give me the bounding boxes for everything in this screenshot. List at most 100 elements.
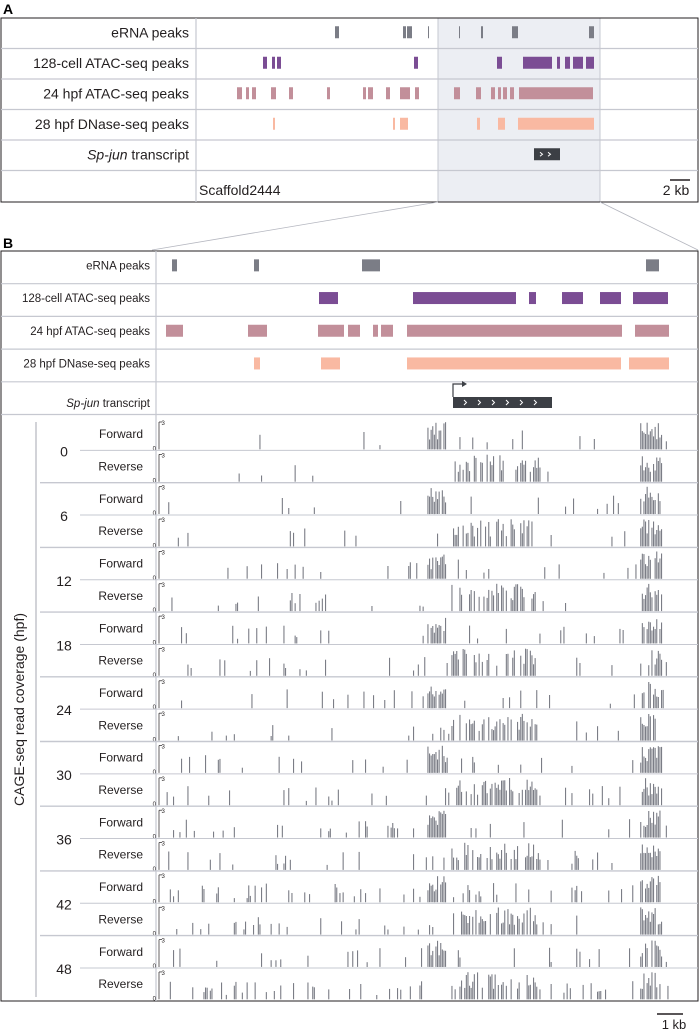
cage-coverage-bar <box>529 857 531 870</box>
cage-coverage-bar <box>654 718 656 741</box>
cage-coverage-bar <box>320 918 322 935</box>
cage-coverage-bar <box>574 850 576 870</box>
cage-coverage-bar <box>430 488 432 514</box>
cage-coverage-bar <box>438 694 440 709</box>
cage-coverage-bar <box>459 780 461 806</box>
cage-coverage-bar <box>337 789 339 806</box>
cage-coverage-bar <box>216 960 218 967</box>
cage-coverage-bar <box>488 974 490 1000</box>
cage-coverage-bar <box>233 985 235 1000</box>
cage-coverage-bar <box>550 890 552 903</box>
cage-coverage-bar <box>665 662 667 676</box>
cage-ytick-top: 3 <box>162 421 166 427</box>
cage-coverage-bar <box>256 660 258 676</box>
cage-coverage-bar <box>467 923 469 935</box>
cage-coverage-bar <box>502 780 504 806</box>
cage-coverage-bar <box>445 617 447 644</box>
cage-coverage-bar <box>651 822 653 838</box>
panel-a-track-label-sp-jun-transcript: Sp-jun transcript <box>87 146 189 162</box>
cage-coverage-bar <box>646 883 648 903</box>
cage-coverage-bar <box>632 760 634 773</box>
cage-coverage-bar <box>510 789 512 806</box>
cage-coverage-bar <box>189 756 191 773</box>
cage-coverage-bar <box>413 854 415 870</box>
cage-coverage-bar <box>470 794 472 806</box>
cage-coverage-bar <box>651 429 653 450</box>
cage-coverage-bar <box>509 924 511 935</box>
cage-coverage-bar <box>232 625 234 644</box>
cage-coverage-bar <box>445 788 447 806</box>
cage-coverage-bar <box>520 690 522 709</box>
cage-coverage-bar <box>462 525 464 547</box>
cage-coverage-bar <box>294 564 296 579</box>
cage-coverage-bar <box>179 832 181 838</box>
cage-coverage-bar <box>209 990 211 1000</box>
cage-coverage-bar <box>302 566 304 579</box>
cage-coverage-bar <box>438 955 440 967</box>
cage-coverage-bar <box>280 985 282 1000</box>
cage-coverage-bar <box>665 825 667 838</box>
cage-coverage-bar <box>661 690 663 709</box>
cage-ytick-bottom: 0 <box>153 705 157 711</box>
cage-coverage-bar <box>496 665 498 676</box>
cage-coverage-bar <box>504 910 506 935</box>
cage-coverage-bar <box>289 859 291 870</box>
panel-b-peak-128-cell-atac-seq-peaks <box>600 292 621 305</box>
cage-coverage-bar <box>333 699 335 709</box>
cage-coverage-bar <box>464 987 466 1000</box>
cage-coverage-bar <box>648 795 650 806</box>
cage-coverage-bar <box>365 759 367 773</box>
cage-coverage-bar <box>657 875 659 903</box>
cage-coverage-bar <box>457 526 459 547</box>
cage-coverage-bar <box>525 857 527 870</box>
cage-coverage-bar <box>409 562 411 579</box>
cage-coverage-bar <box>185 633 187 644</box>
cage-coverage-bar <box>443 756 445 773</box>
cage-coverage-bar <box>237 602 239 612</box>
cage-coverage-bar <box>248 628 250 644</box>
cage-coverage-bar <box>646 983 648 1000</box>
cage-coverage-bar <box>513 650 515 676</box>
panel-a-track-label-erna-peaks: eRNA peaks <box>111 24 189 40</box>
cage-coverage-bar <box>366 962 368 967</box>
cage-coverage-bar <box>646 787 648 806</box>
cage-coverage-bar <box>494 782 496 806</box>
panel-b-peak-24-hpf-atac-seq-peaks <box>166 324 183 337</box>
cage-coverage-bar <box>413 828 415 838</box>
cage-coverage-bar <box>443 857 445 870</box>
cage-coverage-bar <box>497 764 499 773</box>
cage-coverage-bar <box>643 554 645 579</box>
cage-coverage-bar <box>440 884 442 903</box>
cage-coverage-bar <box>233 827 235 838</box>
cage-coverage-bar <box>469 719 471 741</box>
cage-coverage-bar <box>462 469 464 482</box>
cage-coverage-bar <box>280 959 282 967</box>
cage-ytick-bottom: 0 <box>153 932 157 938</box>
cage-coverage-bar <box>481 724 483 741</box>
cage-coverage-bar <box>496 894 498 903</box>
cage-coverage-bar <box>238 473 240 482</box>
cage-coverage-bar <box>467 532 469 547</box>
cage-coverage-bar <box>641 431 643 450</box>
cage-coverage-bar <box>526 910 528 935</box>
cage-coverage-bar <box>645 564 647 579</box>
cage-coverage-bar <box>208 795 210 806</box>
panel-a-peak-128-cell-atac-seq-peaks <box>497 56 502 69</box>
cage-coverage-bar <box>640 465 642 482</box>
cage-coverage-bar <box>526 779 528 806</box>
cage-coverage-bar <box>497 854 499 870</box>
cage-coverage-bar <box>592 859 594 870</box>
panel-a-peak-24-hpf-atac-seq-peaks <box>415 87 419 100</box>
cage-coverage-bar <box>286 689 288 709</box>
cage-coverage-bar <box>430 429 432 450</box>
cage-coverage-bar <box>365 821 367 838</box>
cage-coverage-bar <box>565 787 567 806</box>
cage-coverage-bar <box>289 600 291 612</box>
cage-coverage-bar <box>366 826 368 838</box>
cage-coverage-bar <box>422 635 424 644</box>
cage-coverage-bar <box>470 828 472 838</box>
cage-coverage-bar <box>550 984 552 1000</box>
cage-coverage-bar <box>433 632 435 644</box>
cage-coverage-bar <box>510 519 512 547</box>
cage-coverage-bar <box>473 762 475 773</box>
